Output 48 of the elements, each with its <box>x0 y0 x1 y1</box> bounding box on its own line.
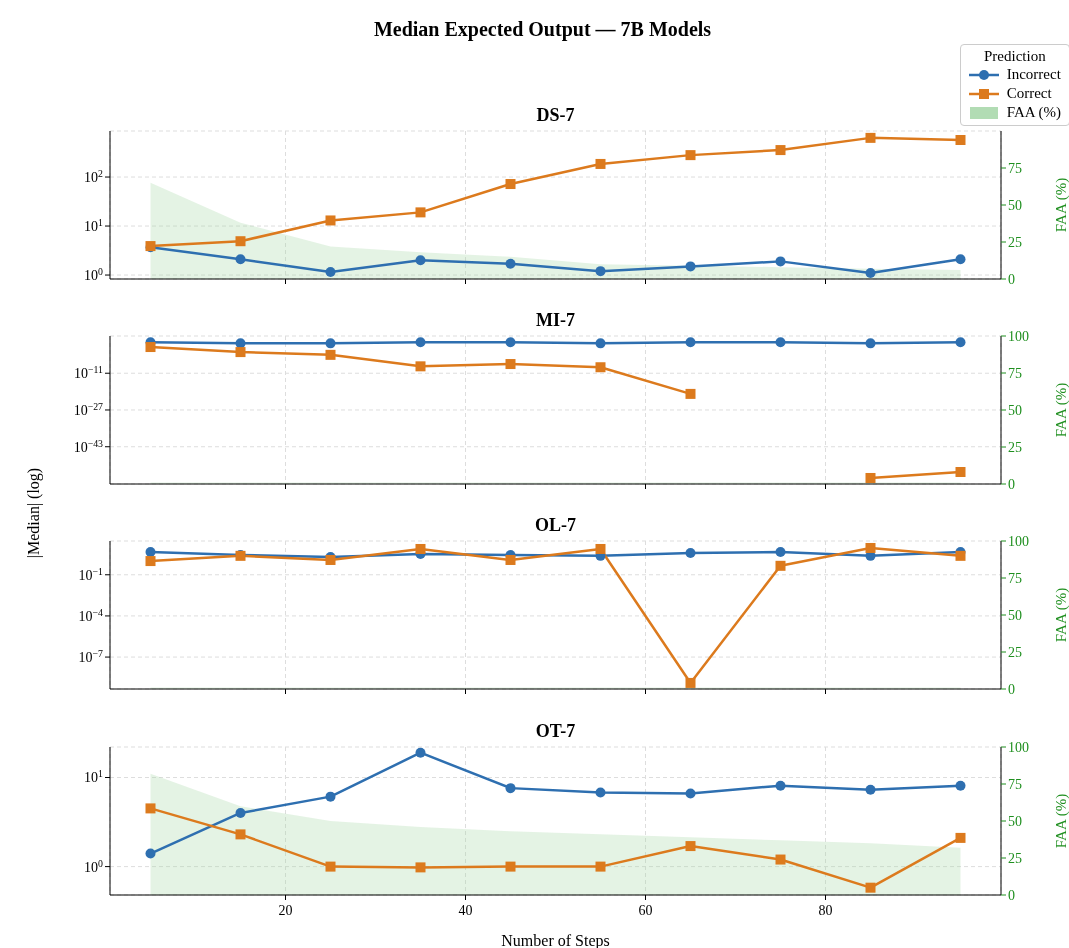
y-tick-label: 10$^{0}$ <box>84 265 104 283</box>
y2-tick-label: 100 <box>1008 328 1029 344</box>
y-axis-title: |Median| (log) <box>25 467 43 559</box>
y2-tick-label: 50 <box>1008 607 1022 623</box>
chart-title: MI-7 <box>535 310 576 331</box>
y-tick-label: 10$^{−7}$ <box>78 647 104 665</box>
y2-tick-label: 25 <box>1008 644 1022 660</box>
y2-tick-label: 0 <box>1008 681 1015 697</box>
chart-title: OL-7 <box>534 515 577 536</box>
y-tick-label: 10$^{−43}$ <box>73 437 104 455</box>
y2-axis-title: FAA (%) <box>1053 177 1069 233</box>
x-tick-label: 60 <box>638 902 653 918</box>
y-tick-label: 10$^{−27}$ <box>73 400 104 418</box>
chart-subtitle: DS-7 <box>535 105 576 126</box>
y-tick-label: 10$^{1}$ <box>84 767 104 786</box>
y2-tick-label: 0 <box>1008 887 1015 903</box>
y-tick-label: 10$^{−11}$ <box>74 363 104 382</box>
legend-title: Prediction <box>983 48 1047 65</box>
y-tick-label: 10$^{−1}$ <box>78 565 104 583</box>
y2-tick-label: 100 <box>1008 739 1029 755</box>
x-tick-label: 40 <box>458 902 473 918</box>
y2-tick-label: 25 <box>1008 850 1022 866</box>
y-tick-label: 10$^{0}$ <box>84 857 104 875</box>
y2-tick-label: 75 <box>1008 365 1022 381</box>
y2-tick-label: 75 <box>1008 570 1022 586</box>
legend-label: FAA (%) <box>1006 104 1061 121</box>
chart-title: Median Expected Output — 7B Models <box>372 18 713 41</box>
y2-tick-label: 75 <box>1008 160 1022 176</box>
y2-tick-label: 100 <box>1008 533 1029 549</box>
y2-tick-label: 50 <box>1008 402 1022 418</box>
y-tick-label: 10$^{−4}$ <box>78 606 104 624</box>
y2-tick-label: 0 <box>1008 476 1015 492</box>
y2-axis-title: FAA (%) <box>1053 793 1069 849</box>
y2-tick-label: 50 <box>1008 813 1022 829</box>
y-tick-label: 10$^{2}$ <box>84 167 104 185</box>
y2-axis-title: FAA (%) <box>1053 587 1069 643</box>
chart-title: OT-7 <box>534 721 577 742</box>
x-tick-label: 20 <box>278 902 293 918</box>
y2-axis-title: FAA (%) <box>1053 382 1069 438</box>
legend-label: Incorrect <box>1006 66 1061 83</box>
y2-tick-label: 25 <box>1008 439 1022 455</box>
y2-tick-label: 50 <box>1008 197 1022 213</box>
y2-tick-label: 0 <box>1008 271 1015 287</box>
legend-label: Correct <box>1006 85 1052 102</box>
y2-tick-label: 75 <box>1008 776 1022 792</box>
y-tick-label: 10$^{1}$ <box>84 216 104 234</box>
x-tick-label: 80 <box>818 902 833 918</box>
y2-tick-label: 25 <box>1008 234 1022 250</box>
